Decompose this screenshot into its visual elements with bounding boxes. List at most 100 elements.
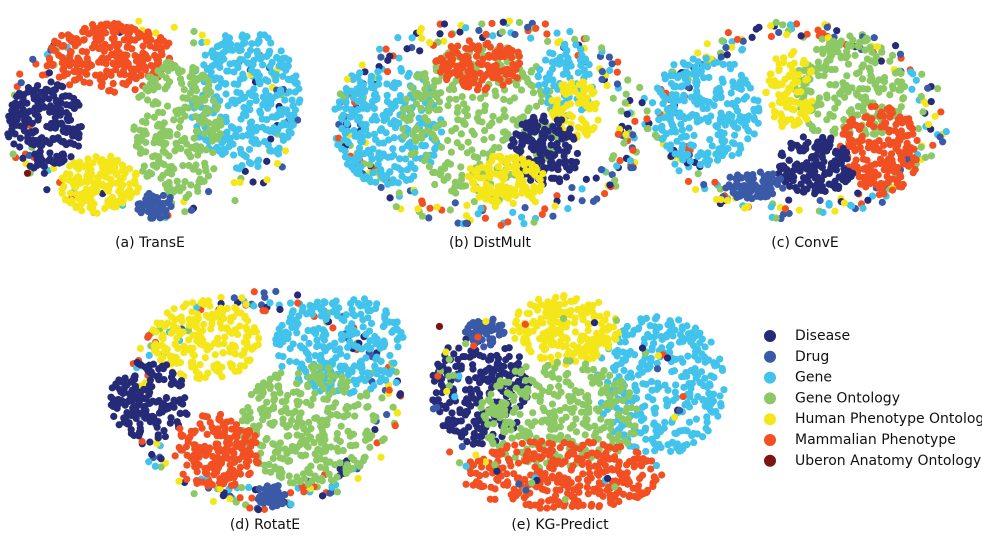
point	[380, 322, 388, 330]
point	[563, 85, 571, 93]
point	[285, 127, 293, 136]
point	[372, 178, 380, 186]
point	[240, 346, 248, 355]
point	[220, 340, 228, 348]
point	[356, 364, 364, 372]
point	[614, 58, 622, 66]
point	[195, 74, 203, 82]
point	[259, 93, 267, 101]
point	[392, 203, 400, 211]
point	[498, 157, 506, 165]
point	[145, 189, 153, 198]
point	[22, 109, 31, 118]
point	[270, 418, 278, 427]
point	[88, 21, 97, 29]
point	[804, 138, 812, 147]
point	[23, 169, 32, 177]
point	[470, 185, 478, 193]
point	[840, 164, 848, 173]
point	[536, 66, 544, 74]
point	[269, 404, 278, 413]
point	[222, 90, 230, 98]
point	[78, 47, 86, 55]
point	[231, 326, 239, 334]
point	[351, 312, 359, 320]
point	[386, 52, 394, 60]
point	[530, 218, 538, 226]
point	[217, 121, 225, 129]
point	[557, 116, 566, 124]
point	[300, 334, 308, 342]
point	[236, 362, 244, 370]
point	[202, 146, 210, 154]
point	[270, 440, 278, 448]
point	[421, 75, 430, 83]
point	[621, 99, 629, 107]
point	[286, 299, 295, 307]
point	[355, 144, 364, 152]
point	[315, 363, 324, 371]
point	[346, 113, 354, 121]
point	[255, 156, 263, 164]
point	[177, 137, 186, 145]
point	[170, 23, 178, 31]
point	[779, 184, 787, 192]
point	[314, 445, 322, 453]
point	[130, 123, 138, 131]
point	[457, 143, 466, 151]
point	[789, 177, 797, 185]
point	[9, 150, 17, 158]
point	[499, 136, 507, 144]
point	[229, 124, 238, 132]
point	[248, 40, 256, 48]
point	[582, 34, 590, 43]
point	[87, 166, 95, 174]
point	[578, 185, 586, 193]
point	[435, 98, 444, 106]
point	[541, 205, 549, 213]
point	[241, 93, 249, 102]
point	[163, 309, 171, 317]
point	[829, 127, 837, 136]
point	[505, 77, 513, 85]
point	[462, 60, 470, 68]
point	[546, 152, 554, 160]
point	[354, 474, 362, 483]
point	[400, 132, 408, 140]
point	[675, 113, 683, 121]
point	[538, 210, 546, 219]
point	[927, 152, 936, 160]
point	[172, 139, 180, 147]
point	[154, 83, 162, 91]
point	[245, 158, 253, 167]
point	[358, 61, 366, 69]
point	[406, 175, 415, 183]
point	[102, 173, 110, 181]
point	[529, 189, 538, 197]
point	[429, 82, 437, 91]
point	[380, 116, 388, 125]
point	[500, 95, 508, 104]
point	[737, 188, 745, 196]
point	[819, 133, 827, 142]
point	[233, 42, 241, 50]
point	[559, 105, 567, 113]
point	[65, 176, 74, 184]
point	[439, 57, 447, 65]
point	[51, 106, 60, 114]
point	[414, 73, 422, 81]
point	[210, 165, 218, 173]
point	[161, 322, 169, 331]
point	[205, 77, 213, 85]
point	[119, 174, 127, 182]
point	[921, 153, 930, 162]
point	[878, 198, 886, 206]
point	[585, 60, 593, 69]
point	[118, 199, 127, 207]
point	[310, 327, 318, 336]
point	[430, 151, 438, 159]
point	[795, 71, 803, 79]
point	[667, 79, 676, 88]
point	[201, 51, 209, 59]
point	[151, 347, 159, 355]
